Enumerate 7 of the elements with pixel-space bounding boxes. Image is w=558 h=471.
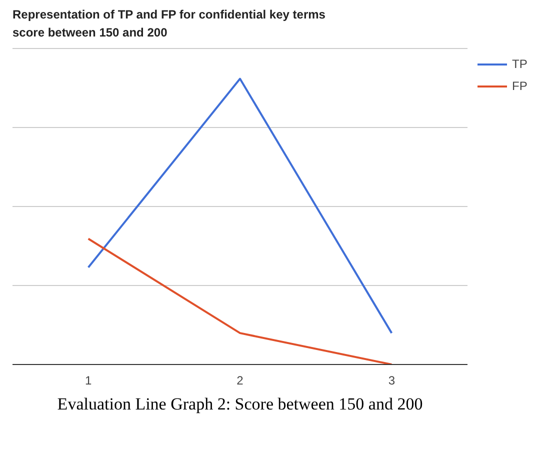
x-tick-label: 1 xyxy=(84,374,92,388)
chart-title: Representation of TP and FP for confidential key terms score between 150 and 200 xyxy=(12,7,326,40)
x-tick-label: 3 xyxy=(388,374,396,388)
legend-label: FP xyxy=(512,79,528,93)
text: Evaluation Line Graph 2: Score between 150 and 200 xyxy=(57,394,423,414)
x-tick-label: 2 xyxy=(236,374,244,388)
legend-label: TP xyxy=(512,57,528,71)
